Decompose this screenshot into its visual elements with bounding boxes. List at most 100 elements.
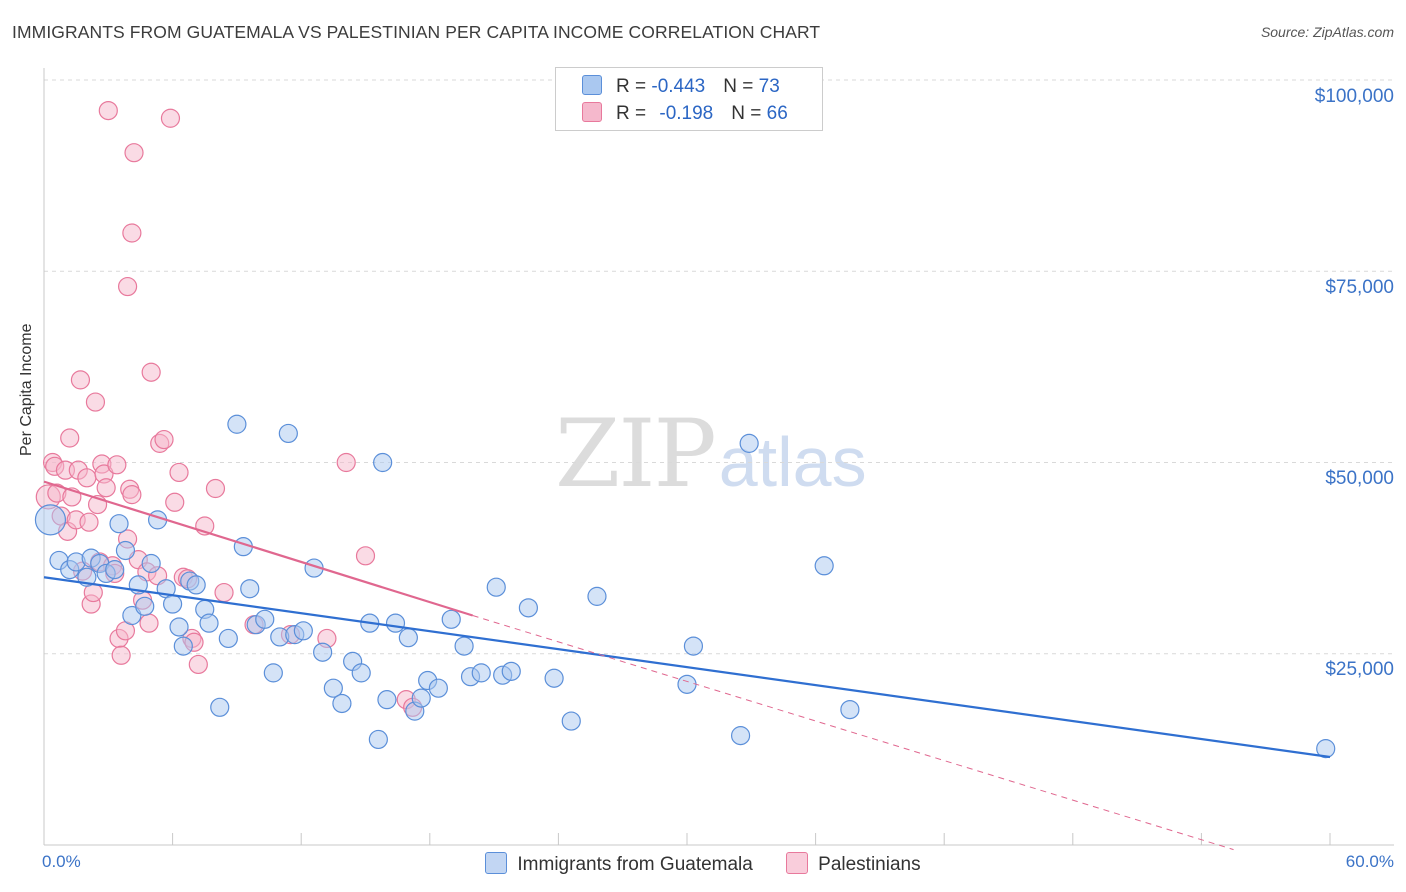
- guatemala-point: [518, 598, 538, 618]
- n-value: 73: [758, 76, 780, 97]
- palestinians-point: [124, 143, 144, 163]
- palestinians-point: [139, 613, 159, 633]
- palestinians-point: [77, 468, 97, 488]
- guatemala-point: [199, 613, 219, 633]
- gridlines: [44, 79, 1394, 655]
- guatemala-point: [373, 452, 393, 473]
- palestinians-point: [98, 100, 118, 121]
- r-label: R =: [616, 103, 652, 124]
- trend-lines: [43, 480, 1331, 851]
- guatemala-point: [398, 628, 418, 648]
- palestinians-point: [355, 546, 376, 566]
- palestinians-point: [122, 223, 142, 243]
- legend-swatch-pink: [786, 852, 809, 874]
- r-label: R =: [616, 76, 652, 97]
- guatemala-point: [471, 663, 491, 683]
- palestinians-point: [117, 276, 138, 297]
- palestinians-point: [160, 108, 181, 128]
- axes: [43, 68, 1394, 846]
- guatemala-point: [218, 628, 238, 649]
- palestinians-point: [169, 462, 189, 483]
- guatemala-point: [293, 621, 313, 641]
- stats-row-palestinians: R = -0.198 N = 66: [582, 102, 788, 128]
- guatemala-point: [677, 674, 697, 694]
- guatemala-point: [840, 699, 860, 720]
- guatemala-point: [385, 613, 406, 633]
- guatemala-point: [240, 579, 260, 599]
- palestinians-point: [165, 492, 185, 512]
- guatemala-point: [739, 433, 759, 453]
- guatemala-point: [169, 617, 189, 637]
- guatemala-point: [186, 575, 206, 595]
- stats-legend: R = -0.443 N = 73 R = -0.198 N = 66: [555, 67, 823, 131]
- palestinians-point: [214, 582, 234, 603]
- legend-item-guatemala: Immigrants from Guatemala: [485, 852, 753, 876]
- r-value: -0.198: [659, 103, 714, 124]
- guatemala-point: [109, 514, 129, 534]
- stats-row-guatemala: R = -0.443 N = 73: [582, 75, 780, 101]
- palestinians-point: [60, 428, 80, 448]
- guatemala-point: [255, 609, 275, 629]
- guatemala-point: [730, 726, 751, 746]
- guatemala-point: [105, 559, 125, 580]
- r-value: -0.443: [651, 76, 706, 97]
- palestinians-point: [141, 362, 161, 382]
- guatemala-point: [34, 504, 67, 536]
- palestinians-point: [85, 392, 106, 412]
- guatemala-point: [210, 697, 230, 717]
- palestinians-trend-line: [43, 480, 473, 617]
- guatemala-point: [587, 586, 607, 606]
- guatemala-point: [377, 690, 397, 710]
- guatemala-point: [141, 553, 161, 574]
- palestinians-trend-extension: [472, 615, 1234, 851]
- guatemala-point: [428, 678, 448, 698]
- legend-swatch-blue: [485, 852, 508, 874]
- chart-title: IMMIGRANTS FROM GUATEMALA VS PALESTINIAN…: [12, 22, 821, 42]
- palestinians-point: [70, 370, 91, 390]
- y-tick-label-75000: $75,000: [1325, 277, 1394, 298]
- guatemala-point: [278, 423, 298, 444]
- guatemala-point: [173, 636, 193, 656]
- y-tick-label-50000: $50,000: [1325, 468, 1394, 489]
- series-legend: Immigrants from Guatemala Palestinians: [0, 852, 1406, 876]
- guatemala-point: [561, 711, 581, 731]
- guatemala-point: [163, 594, 183, 614]
- legend-label-guatemala: Immigrants from Guatemala: [517, 854, 753, 875]
- palestinians-point: [111, 645, 131, 665]
- palestinians-point: [188, 654, 208, 675]
- guatemala-point: [351, 663, 371, 683]
- guatemala-point: [135, 596, 155, 616]
- guatemala-point: [1316, 739, 1336, 759]
- palestinians-point: [122, 485, 142, 505]
- legend-swatch-blue: [582, 75, 602, 95]
- guatemala-point: [683, 636, 704, 656]
- guatemala-point: [332, 693, 352, 714]
- guatemala-point: [454, 636, 474, 656]
- palestinians-point: [336, 452, 356, 473]
- palestinians-point: [107, 455, 127, 475]
- guatemala-point: [814, 556, 834, 576]
- legend-label-palestinians: Palestinians: [818, 854, 921, 875]
- palestinians-point: [96, 478, 116, 498]
- n-value: 66: [766, 103, 788, 124]
- guatemala-point: [323, 678, 343, 698]
- guatemala-point: [313, 642, 333, 662]
- guatemala-points: [34, 414, 1336, 759]
- palestinians-point: [154, 429, 174, 450]
- source-credit: Source: ZipAtlas.com: [1260, 24, 1394, 40]
- palestinians-point: [205, 478, 226, 499]
- guatemala-trend-line: [43, 576, 1331, 759]
- guatemala-point: [368, 729, 388, 750]
- guatemala-point: [544, 668, 564, 688]
- guatemala-point: [227, 414, 247, 434]
- y-tick-label-100000: $100,000: [1314, 86, 1394, 107]
- guatemala-point: [441, 609, 461, 629]
- guatemala-point: [263, 663, 283, 683]
- guatemala-point: [501, 661, 521, 681]
- y-tick-label-25000: $25,000: [1325, 659, 1394, 680]
- watermark-zip: ZIP: [555, 400, 717, 509]
- palestinians-point: [79, 512, 99, 532]
- n-label: N =: [723, 76, 759, 97]
- x-tick-marks: [43, 833, 1331, 845]
